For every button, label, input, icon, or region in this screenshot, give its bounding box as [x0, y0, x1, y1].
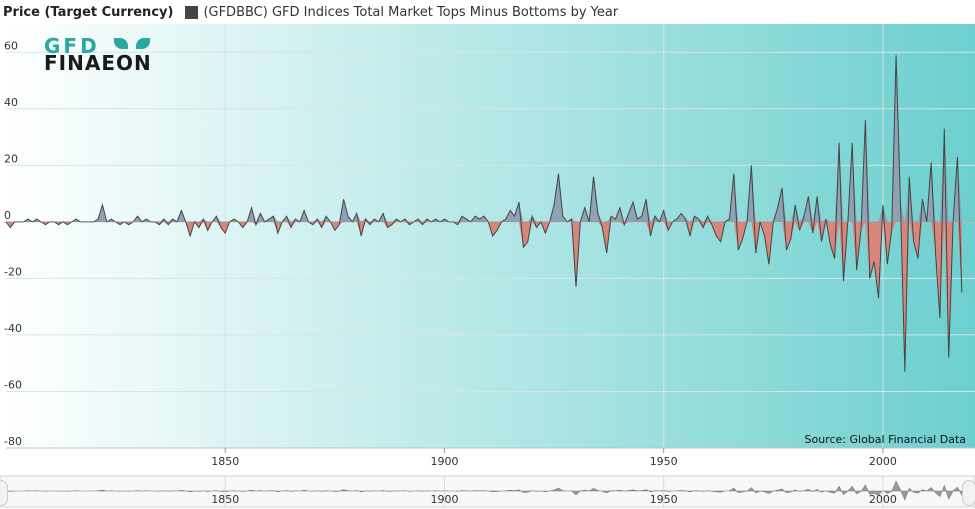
x-tick-label: 1950	[650, 455, 678, 468]
x-tick-label: 1850	[211, 455, 239, 468]
x-tick-label: 2000	[869, 455, 897, 468]
navigator-tick-label: 1900	[430, 493, 458, 506]
x-axis: 1850 1900 1950 2000	[6, 447, 975, 468]
positive-area	[6, 55, 962, 222]
navigator[interactable]: 1850 1900 1950 2000	[0, 475, 975, 508]
y-tick-label: 20	[4, 152, 18, 165]
navigator-left-handle[interactable]	[0, 480, 8, 506]
y-axis-title: Price (Target Currency)	[3, 4, 174, 20]
series-area	[5, 55, 975, 372]
navigator-tick-label: 2000	[869, 493, 897, 506]
y-tick-label: -60	[4, 378, 22, 391]
navigator-right-handle[interactable]	[962, 480, 975, 506]
logo-line2: FINAEON	[44, 51, 152, 75]
gfd-finaeon-logo: GFD FINAEON	[44, 34, 184, 75]
y-tick-label: 60	[4, 39, 18, 52]
source-note: Source: Global Financial Data	[804, 433, 967, 446]
y-tick-label: 0	[4, 209, 11, 222]
plot-background	[6, 24, 975, 448]
y-tick-label: 40	[4, 96, 18, 109]
navigator-series	[5, 480, 963, 501]
grid-lines	[6, 24, 975, 449]
series-line	[5, 55, 963, 372]
legend-item[interactable]: (GFDBBC) GFD Indices Total Market Tops M…	[185, 5, 618, 20]
logo-line1: GFD	[44, 34, 100, 58]
leaf-icon	[114, 38, 128, 49]
y-tick-label: -80	[4, 435, 22, 448]
legend-swatch	[185, 5, 199, 19]
y-axis: 60 40 20 0 -20 -40 -60 -80	[4, 39, 22, 448]
x-tick-label: 1900	[430, 455, 458, 468]
legend-label: (GFDBBC) GFD Indices Total Market Tops M…	[203, 4, 619, 20]
y-tick-label: -20	[4, 265, 22, 278]
navigator-tick-label: 1950	[650, 493, 678, 506]
leaf-icon	[136, 38, 150, 49]
y-tick-label: -40	[4, 322, 22, 335]
navigator-tick-label: 1850	[211, 493, 239, 506]
chart-header: Price (Target Currency) (GFDBBC) GFD Ind…	[0, 0, 975, 24]
